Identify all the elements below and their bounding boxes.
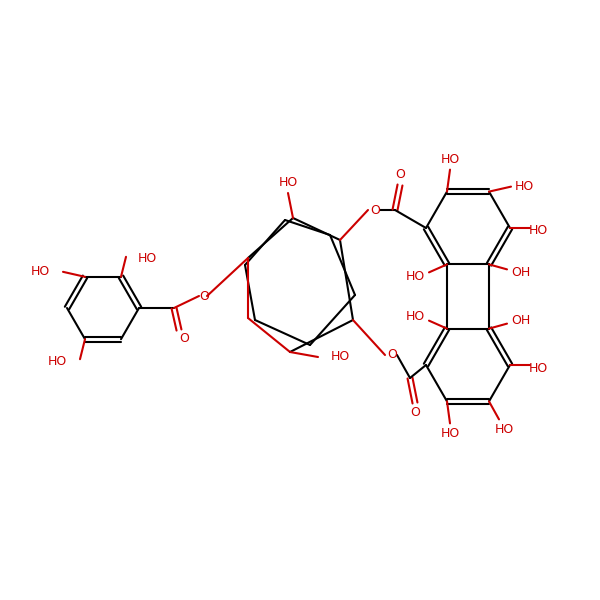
Text: O: O bbox=[199, 289, 209, 302]
Text: HO: HO bbox=[494, 423, 514, 436]
Text: HO: HO bbox=[529, 224, 548, 238]
Text: HO: HO bbox=[278, 176, 298, 190]
Text: HO: HO bbox=[138, 253, 157, 265]
Text: HO: HO bbox=[406, 270, 425, 283]
Text: O: O bbox=[387, 349, 397, 361]
Text: O: O bbox=[410, 407, 420, 419]
Text: OH: OH bbox=[511, 314, 530, 327]
Text: HO: HO bbox=[48, 355, 67, 368]
Text: HO: HO bbox=[406, 310, 425, 323]
Text: HO: HO bbox=[529, 361, 548, 374]
Text: HO: HO bbox=[331, 350, 350, 364]
Text: HO: HO bbox=[514, 180, 533, 193]
Text: HO: HO bbox=[440, 153, 460, 166]
Text: HO: HO bbox=[31, 265, 50, 278]
Text: O: O bbox=[395, 169, 405, 181]
Text: O: O bbox=[179, 331, 189, 344]
Text: O: O bbox=[370, 203, 380, 217]
Text: OH: OH bbox=[511, 266, 530, 279]
Text: HO: HO bbox=[440, 427, 460, 440]
